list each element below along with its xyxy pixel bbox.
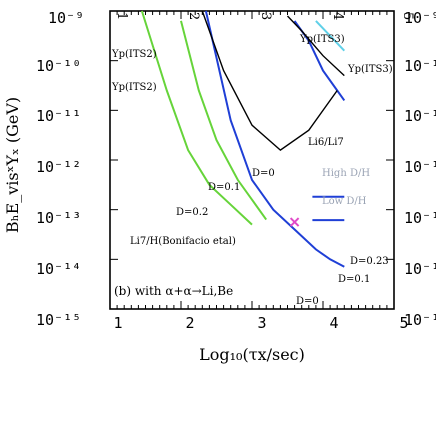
x-tick: 2: [185, 314, 194, 332]
x-tick: 3: [257, 314, 266, 332]
top-x-tick: 2: [186, 12, 201, 20]
x-tick: 5: [399, 314, 408, 332]
top-x-tick: 1: [114, 12, 129, 20]
y-tick-right: 10⁻⁹: [404, 9, 436, 27]
annotation-panel: (b) with α+α→Li,Be: [114, 284, 233, 298]
annotation-d0: D=0: [252, 168, 275, 179]
annotation-layer: Yp(ITS3) Yp(ITS2) Yp(ITS3) Yp(ITS2) Li6/…: [111, 34, 393, 307]
y-tick-right: 10⁻¹²: [404, 158, 436, 176]
x-tick: 4: [329, 314, 338, 332]
annotation-d02: D=0.2: [176, 207, 208, 218]
annotation-d01b: D=0.1: [338, 274, 370, 285]
annotation-yp-its3-top: Yp(ITS3): [299, 34, 345, 45]
y-tick-right: 10⁻¹⁴: [404, 260, 436, 278]
series-marker: [289, 217, 300, 227]
series-line-cyan-curve: [315, 20, 346, 52]
annotation-li6-li7: Li6/Li7: [308, 137, 344, 148]
y-tick-right: 10⁻¹³: [404, 209, 436, 227]
marker-stroke: [289, 217, 300, 227]
annotation-yp-its3-right: Yp(ITS3): [347, 64, 393, 75]
y-axis-right-labels: 10⁻⁹ 10⁻¹⁰ 10⁻¹¹ 10⁻¹² 10⁻¹³ 10⁻¹⁴ 10⁻¹⁵: [404, 9, 436, 329]
x-tick: 1: [113, 314, 122, 332]
x-axis-title: Log₁₀(τx/sec): [199, 345, 305, 364]
tick-marks: [109, 10, 395, 310]
x-axis-labels: 1 2 3 4 5: [113, 314, 408, 332]
top-x-tick: 5: [400, 12, 415, 20]
y-tick-left: 10⁻¹⁰: [36, 57, 81, 75]
series-line-black-curve-2: [286, 15, 345, 77]
series-line-black-curve-1: [201, 10, 338, 151]
annotation-d0b: D=0: [296, 296, 319, 307]
top-x-axis-labels: 1 2 3 4 5: [114, 12, 415, 20]
series-line-green-curve-1: [140, 10, 253, 226]
y-tick-left: 10⁻¹⁴: [36, 260, 81, 278]
annotation-yp-its2-a: Yp(ITS2): [111, 49, 157, 60]
y-axis-title: BₕE_visˣYₓ (GeV): [3, 97, 22, 233]
top-x-tick: 4: [330, 12, 345, 20]
y-tick-right: 10⁻¹⁵: [404, 311, 436, 329]
annotation-high-dh: High D/H: [322, 168, 370, 179]
y-tick-right: 10⁻¹⁰: [404, 57, 436, 75]
annotation-d01: D=0.1: [208, 182, 240, 193]
annotation-low-dh: Low D/H: [322, 196, 367, 207]
y-tick-right: 10⁻¹¹: [404, 107, 436, 125]
y-axis-left-labels: 10⁻⁹ 10⁻¹⁰ 10⁻¹¹ 10⁻¹² 10⁻¹³ 10⁻¹⁴ 10⁻¹⁵: [36, 9, 84, 329]
annotation-yp-its2-b: Yp(ITS2): [111, 82, 157, 93]
y-tick-left: 10⁻¹¹: [36, 107, 81, 125]
series-layer: [109, 10, 395, 310]
annotation-li7-bonifacio: Li7/H(Bonifacio etal): [130, 236, 236, 247]
y-tick-left: 10⁻⁹: [48, 9, 84, 27]
series-line-green-curve-2: [180, 20, 268, 221]
annotation-d023: D=0.23: [350, 256, 389, 267]
series-line-blue-boundary: [204, 10, 345, 268]
y-tick-left: 10⁻¹²: [36, 158, 81, 176]
top-x-tick: 3: [258, 12, 273, 20]
y-tick-left: 10⁻¹³: [36, 209, 81, 227]
y-tick-left: 10⁻¹⁵: [36, 311, 81, 329]
